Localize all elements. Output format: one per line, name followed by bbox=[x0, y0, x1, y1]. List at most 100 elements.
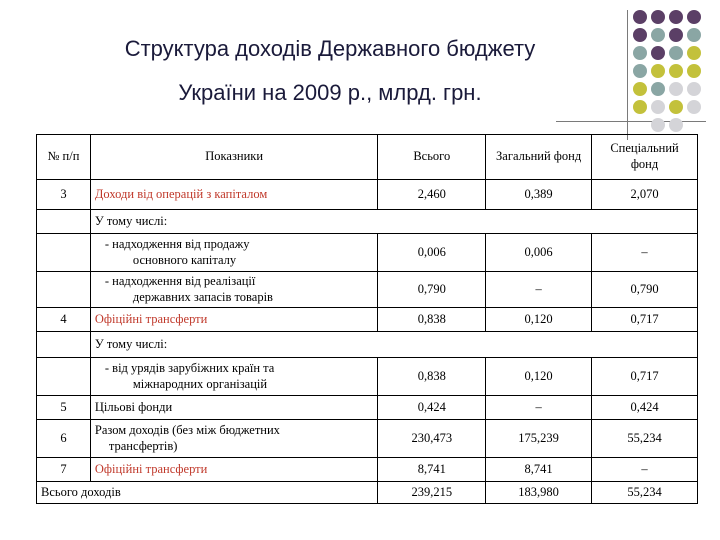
row-total: 0,006 bbox=[377, 233, 487, 272]
row-general: 0,006 bbox=[485, 233, 593, 272]
budget-revenue-table: № п/п Показники Всього Загальний фонд Сп… bbox=[35, 134, 699, 504]
row-special: 0,717 bbox=[591, 307, 698, 332]
decorative-dot bbox=[633, 100, 647, 114]
header-num: № п/п bbox=[36, 134, 91, 180]
row-num bbox=[36, 271, 91, 308]
decorative-dot bbox=[687, 100, 701, 114]
row-num bbox=[36, 233, 91, 272]
decorative-vertical-line bbox=[627, 10, 628, 140]
row-num: 6 bbox=[36, 419, 91, 458]
header-special-fund: Спеціальний фонд bbox=[591, 134, 698, 180]
row-special: 55,234 bbox=[591, 481, 698, 504]
decorative-dot bbox=[633, 82, 647, 96]
row-label-line-1: - надходження від реалізації bbox=[104, 273, 256, 288]
table-row: 4 Офіційні трансферти 0,838 0,120 0,717 bbox=[36, 307, 698, 332]
row-num bbox=[36, 209, 91, 234]
row-general: 0,120 bbox=[485, 307, 593, 332]
decorative-dot bbox=[669, 82, 683, 96]
row-general: 8,741 bbox=[485, 457, 593, 482]
decorative-dot bbox=[651, 28, 665, 42]
row-total: 230,473 bbox=[377, 419, 487, 458]
table-row: 5 Цільові фонди 0,424 – 0,424 bbox=[36, 395, 698, 420]
row-num: 3 bbox=[36, 179, 91, 210]
decorative-dot bbox=[669, 64, 683, 78]
row-total: 0,838 bbox=[377, 307, 487, 332]
decorative-dot bbox=[651, 46, 665, 60]
decorative-dot bbox=[687, 28, 701, 42]
row-label-line-1: Разом доходів (без між бюджетних bbox=[94, 422, 280, 437]
row-total: 8,741 bbox=[377, 457, 487, 482]
table-row: У тому числі: bbox=[36, 209, 699, 234]
row-label: - надходження від реалізації державних за… bbox=[89, 271, 379, 308]
page-title-line-1: Структура доходів Державного бюджету bbox=[124, 36, 536, 61]
row-total: 2,460 bbox=[377, 179, 487, 210]
header-indicator: Показники bbox=[89, 134, 379, 180]
decorative-dot bbox=[669, 46, 683, 60]
row-label: У тому числі: bbox=[89, 331, 699, 358]
decorative-dot bbox=[687, 10, 701, 24]
total-row-label: Всього доходів bbox=[35, 481, 379, 504]
table-row: - надходження від реалізації державних за… bbox=[36, 271, 698, 308]
row-label: Цільові фонди bbox=[89, 395, 379, 420]
row-label: - надходження від продажу основного капіт… bbox=[89, 233, 379, 272]
row-special: – bbox=[591, 457, 698, 482]
row-num bbox=[36, 331, 91, 358]
row-special: 0,790 bbox=[591, 271, 698, 308]
row-general: – bbox=[485, 395, 593, 420]
decorative-dot bbox=[633, 10, 647, 24]
table-row: У тому числі: bbox=[36, 331, 699, 358]
row-num: 4 bbox=[36, 307, 91, 332]
table-row: 7 Офіційні трансферти 8,741 8,741 – bbox=[36, 457, 698, 482]
row-label-line-2: трансфертів) bbox=[108, 438, 178, 453]
row-label-line-2: основного капіталу bbox=[132, 252, 237, 267]
row-label: Разом доходів (без між бюджетних трансфер… bbox=[89, 419, 379, 458]
decorative-dot bbox=[669, 100, 683, 114]
row-label: У тому числі: bbox=[89, 209, 699, 234]
row-total: 239,215 bbox=[377, 481, 487, 504]
row-label-line-2: державних запасів товарів bbox=[132, 289, 273, 304]
row-label: - від урядів зарубіжних країн та міжнарод… bbox=[89, 357, 379, 396]
row-label: Доходи від операцій з капіталом bbox=[89, 179, 379, 210]
row-special: 0,424 bbox=[591, 395, 698, 420]
decorative-dot bbox=[651, 64, 665, 78]
row-general: 175,239 bbox=[485, 419, 593, 458]
decorative-dot bbox=[651, 100, 665, 114]
table-total-row: Всього доходів 239,215 183,980 55,234 bbox=[35, 481, 698, 504]
row-total: 0,790 bbox=[377, 271, 487, 308]
row-label-line-2: міжнародних організацій bbox=[132, 376, 268, 391]
decorative-dot bbox=[651, 118, 665, 132]
row-special: 2,070 bbox=[591, 179, 698, 210]
header-general-fund: Загальний фонд bbox=[485, 134, 593, 180]
row-special: – bbox=[591, 233, 698, 272]
decorative-dot bbox=[651, 82, 665, 96]
row-label: Офіційні трансферти bbox=[89, 457, 379, 482]
row-general: 183,980 bbox=[485, 481, 593, 504]
row-total: 0,424 bbox=[377, 395, 487, 420]
decorative-dot bbox=[687, 64, 701, 78]
row-general: – bbox=[485, 271, 593, 308]
decorative-horizontal-line bbox=[556, 121, 706, 122]
header-total: Всього bbox=[377, 134, 487, 180]
row-num bbox=[36, 357, 91, 396]
table-row: 3 Доходи від операцій з капіталом 2,460 … bbox=[36, 179, 698, 210]
table-row: 6 Разом доходів (без між бюджетних трансф… bbox=[36, 419, 698, 458]
decorative-dot bbox=[669, 10, 683, 24]
row-general: 0,120 bbox=[485, 357, 593, 396]
decorative-dot bbox=[669, 28, 683, 42]
row-general: 0,389 bbox=[485, 179, 593, 210]
row-label: Офіційні трансферти bbox=[89, 307, 379, 332]
table-row: - надходження від продажу основного капіт… bbox=[36, 233, 698, 272]
row-total: 0,838 bbox=[377, 357, 487, 396]
decorative-dot bbox=[633, 64, 647, 78]
table-header-row: № п/п Показники Всього Загальний фонд Сп… bbox=[36, 134, 698, 180]
row-label-line-1: - від урядів зарубіжних країн та bbox=[104, 360, 275, 375]
row-num: 5 bbox=[36, 395, 91, 420]
decorative-dot bbox=[687, 46, 701, 60]
decorative-dot bbox=[687, 82, 701, 96]
row-label-line-1: - надходження від продажу bbox=[104, 236, 250, 251]
row-special: 0,717 bbox=[591, 357, 698, 396]
decorative-dot bbox=[633, 46, 647, 60]
decorative-dot bbox=[633, 28, 647, 42]
page-title-line-2: України на 2009 р., млрд. грн. bbox=[178, 80, 482, 105]
decorative-dot bbox=[651, 10, 665, 24]
